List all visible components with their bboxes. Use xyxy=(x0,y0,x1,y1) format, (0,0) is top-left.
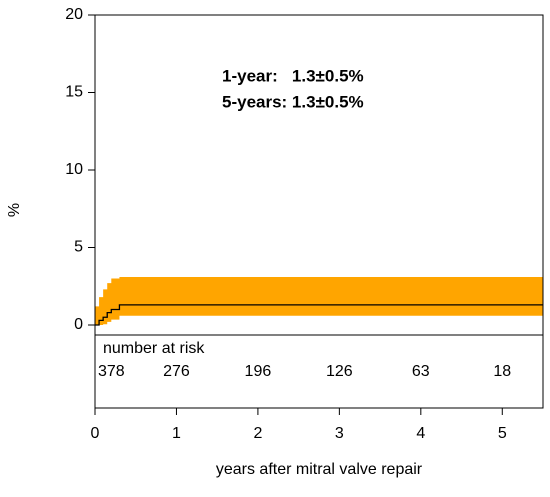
y-tick-label: 10 xyxy=(65,161,83,178)
annotation: 1-year: 1.3±0.5% xyxy=(222,66,364,85)
y-axis-label: % xyxy=(6,203,23,217)
y-tick-label: 20 xyxy=(65,6,83,23)
estimate-line xyxy=(95,304,543,326)
x-tick-label: 0 xyxy=(91,425,100,442)
x-tick-label: 1 xyxy=(172,425,181,442)
x-axis-label: years after mitral valve repair xyxy=(216,461,423,478)
y-tick-label: 0 xyxy=(74,316,83,333)
x-tick-label: 4 xyxy=(416,425,425,442)
y-tick-label: 5 xyxy=(74,239,83,256)
plot-frame xyxy=(94,14,544,409)
risk-table-title: number at risk xyxy=(103,340,205,357)
x-tick-label: 3 xyxy=(335,425,344,442)
risk-count: 378 xyxy=(98,363,125,380)
risk-count: 18 xyxy=(493,363,511,380)
confidence-band xyxy=(95,276,543,325)
x-tick-label: 5 xyxy=(498,425,507,442)
risk-count: 63 xyxy=(412,363,430,380)
y-tick-label: 15 xyxy=(65,84,83,101)
risk-count: 126 xyxy=(326,363,353,380)
annotation: 5-years: 1.3±0.5% xyxy=(222,92,364,111)
x-tick-label: 2 xyxy=(253,425,262,442)
risk-count: 196 xyxy=(245,363,272,380)
risk-count: 276 xyxy=(163,363,190,380)
